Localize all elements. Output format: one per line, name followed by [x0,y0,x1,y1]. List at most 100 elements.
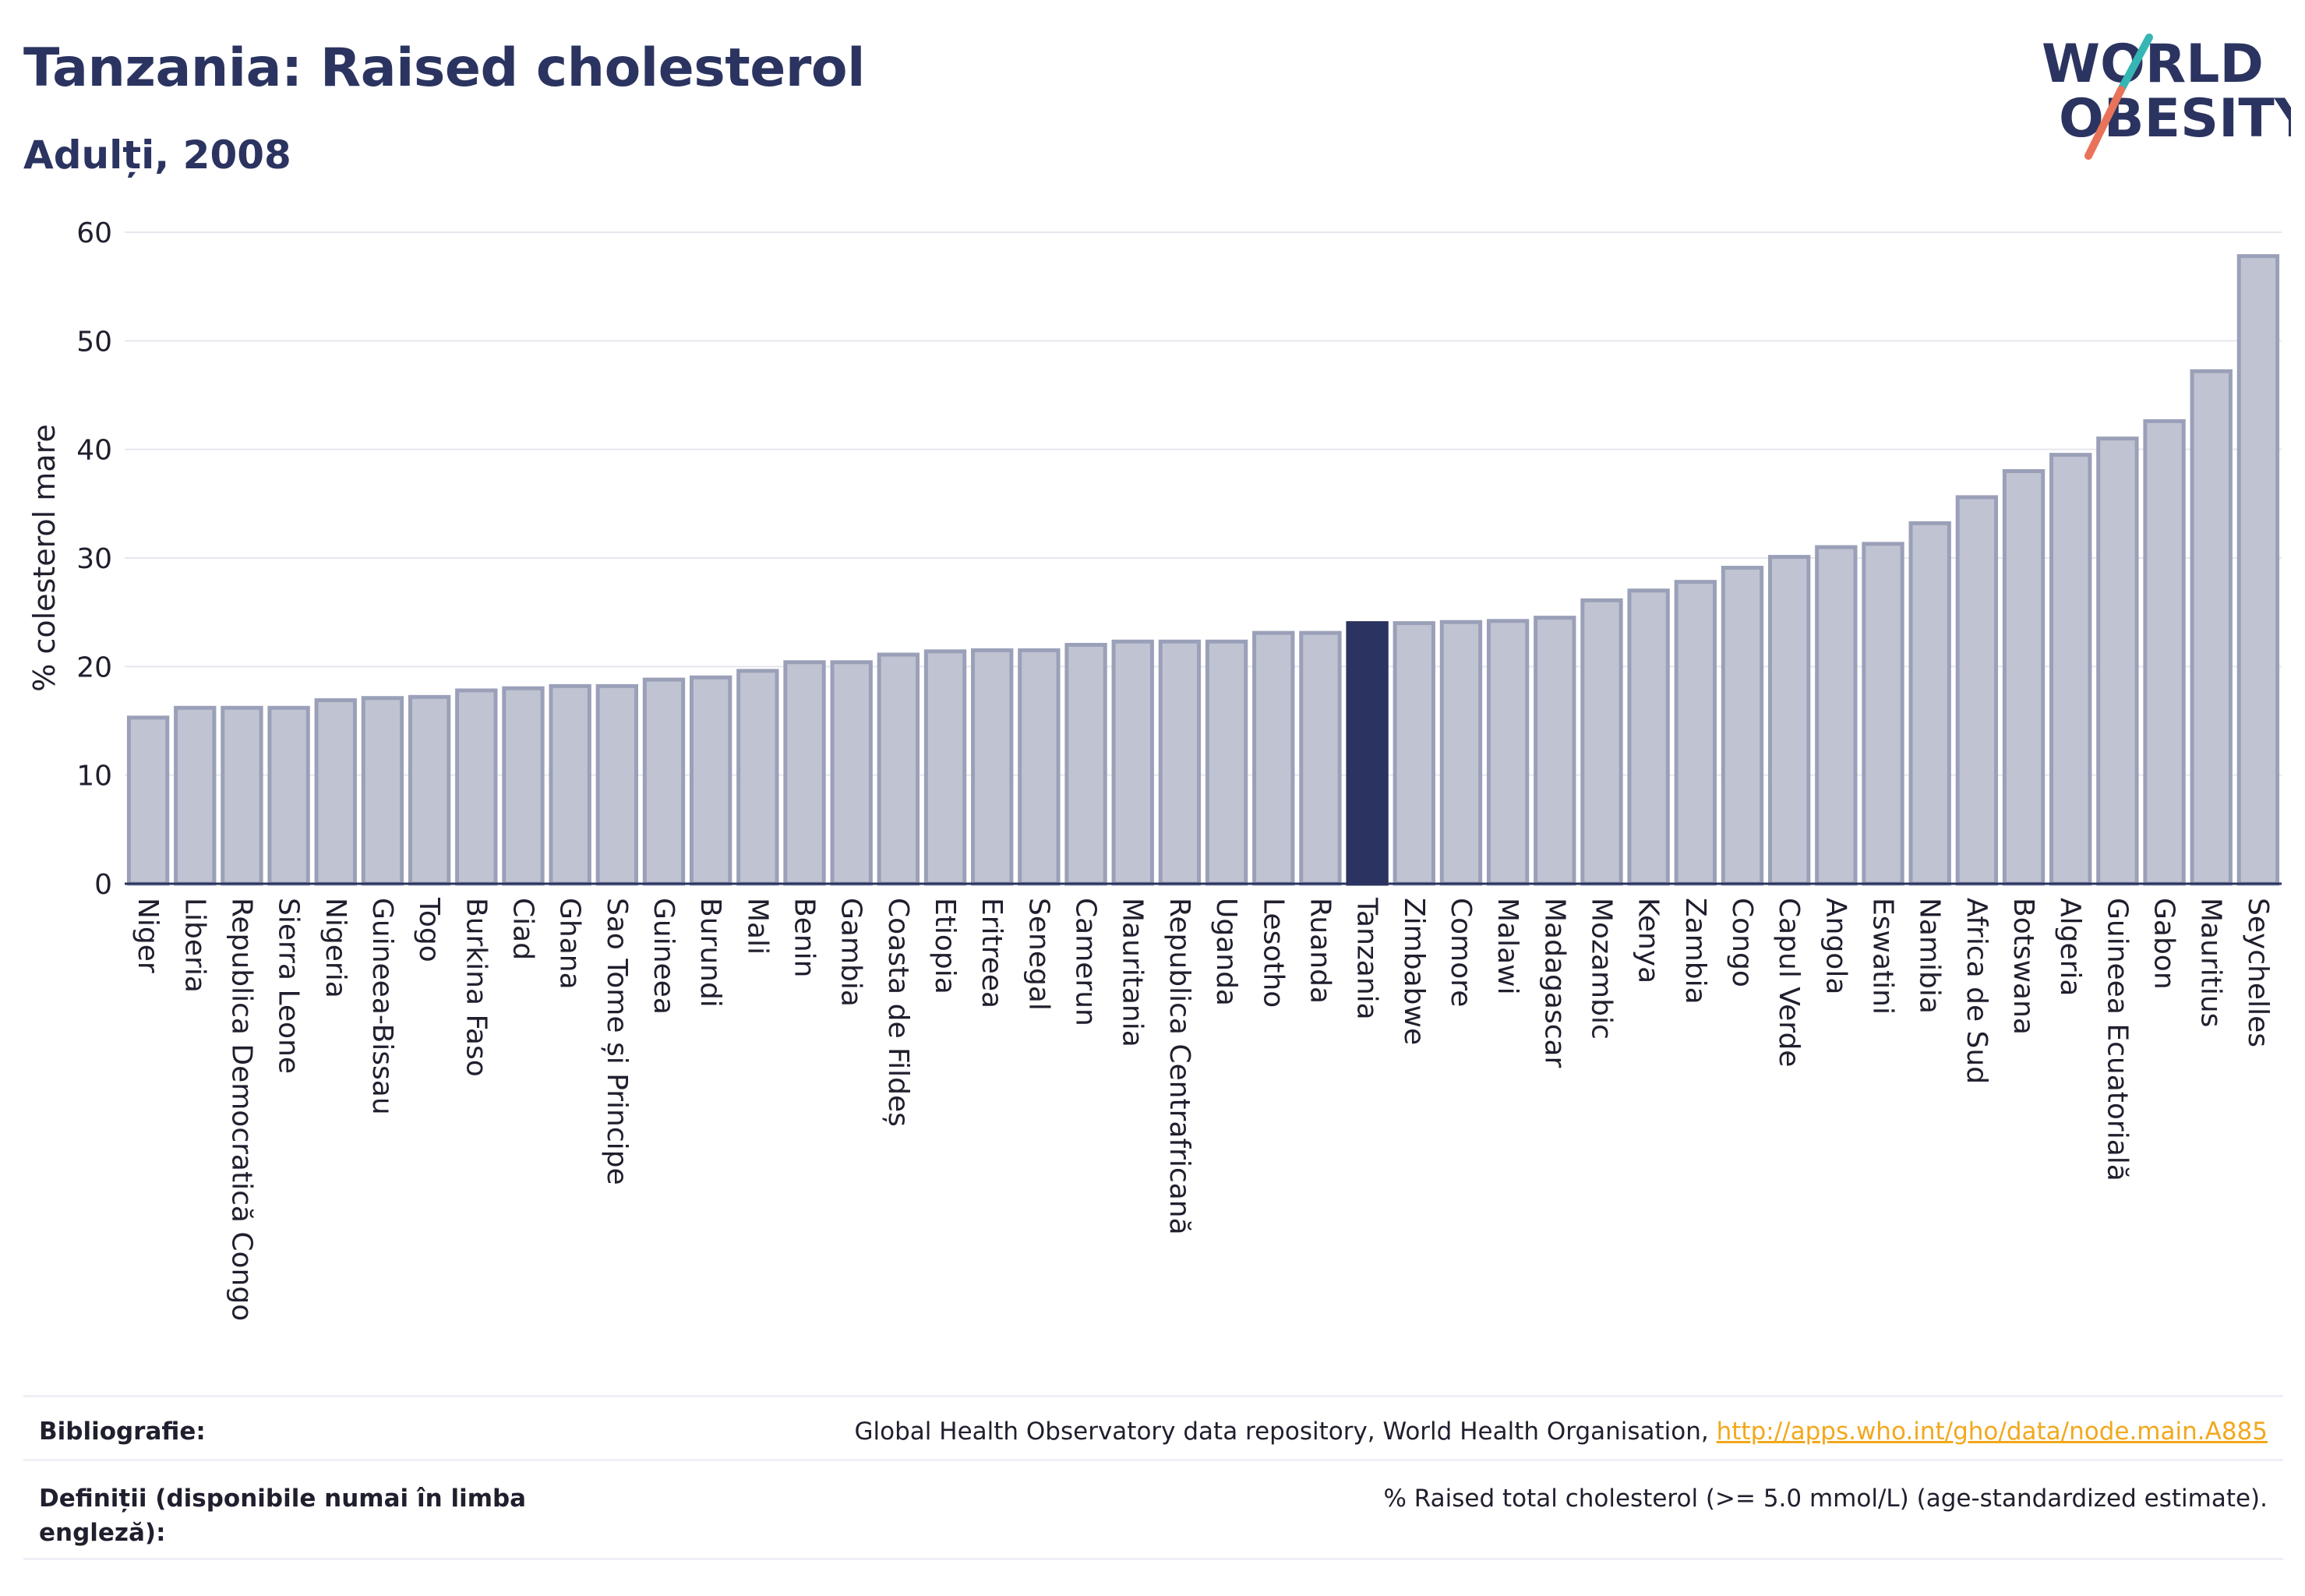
bar-togo [408,694,451,886]
x-tick-label: Botswana [2007,898,2039,1035]
bar-senegal [1018,648,1061,886]
definitions-value: % Raised total cholesterol (>= 5.0 mmol/… [1383,1485,2268,1513]
x-tick-label: Namibia [1914,898,1946,1014]
bar-burundi [690,675,732,886]
x-tick-label: Burkina Faso [460,898,492,1077]
logo-slash-top [2117,34,2153,94]
x-tick-label: Seychelles [2242,898,2274,1047]
bar-coasta-de-filde- [877,652,920,886]
definitions-row: Definiții (disponibile numai în limba en… [23,1459,2283,1560]
x-tick-label: Mauritania [1117,898,1149,1047]
x-tick-label: Republica Democratică Congo [225,898,257,1321]
bar-eswatini [1862,542,1904,886]
x-tick-label: Niger [132,898,164,973]
bar-malawi [1486,619,1530,886]
x-tick-label: Eswatini [1867,898,1899,1015]
x-tick-label: Republica Centrafricană [1163,898,1195,1235]
bar-tanzania [1346,621,1389,886]
x-tick-label: Gambia [835,898,867,1007]
x-tick-label: Mozambic [1585,898,1617,1040]
bar-benin [783,660,826,886]
bar-guineea-bissau [361,696,404,886]
bar-niger [126,715,170,886]
bar-uganda [1205,639,1248,886]
bar-africa-de-sud [1955,495,1999,886]
y-axis-label: % colesterol mare [27,424,62,691]
bibliography-label: Bibliografie: [39,1418,206,1446]
x-tick-label: Ghana [554,898,586,990]
bibliography-link[interactable]: http://apps.who.int/gho/data/node.main.A… [1716,1418,2268,1446]
bar-madagascar [1534,616,1576,886]
x-tick-label: Etiopia [929,898,961,994]
bar-mali [736,669,779,886]
y-tick-label: 20 [76,651,112,683]
x-tick-label: Coasta de Fildeș [882,898,914,1127]
bar-algeria [2049,453,2092,886]
x-tick-label: Sierra Leone [273,898,305,1074]
x-tick-label: Guineea [648,898,679,1015]
x-tick-label: Guineea-Bissau [366,898,398,1115]
bar-burkina-faso [455,688,498,886]
x-tick-label: Benin [789,898,821,977]
x-tick-label: Burundi [694,898,726,1008]
bar-mozambic [1580,598,1623,886]
x-tick-label: Algeria [2054,898,2086,997]
y-tick-label: 60 [76,217,112,249]
chart-subtitle: Adulți, 2008 [23,132,291,178]
y-tick-label: 30 [76,543,112,575]
bar-ghana [549,683,591,886]
bar-angola [1815,545,1858,886]
logo-slash-bottom [2084,86,2125,160]
bibliography-value: Global Health Observatory data repositor… [855,1414,2268,1449]
x-tick-label: Nigeria [319,898,351,998]
bar-mauritius [2190,369,2233,886]
bar-chart: 0 10 20 30 40 50 60 Niger Liberia Republica Demo… [27,217,2282,1321]
bar-sao-tome-i-principe [595,683,638,886]
y-tick-label: 10 [76,761,112,793]
x-tick-label: Comore [1445,898,1477,1007]
x-tick-label: Lesotho [1257,898,1289,1008]
bar-liberia [174,705,217,886]
x-tick-label: Zambia [1679,898,1711,1005]
x-tick-label: Togo [413,897,445,962]
definitions-label: Definiții (disponibile numai în limba en… [39,1485,527,1547]
x-tick-label: Congo [1726,898,1758,987]
x-tick-label: Camerun [1070,898,1102,1026]
y-tick-label: 50 [76,326,112,358]
x-tick-label: Ciad [507,898,538,960]
bar-seychelles [2236,254,2280,886]
bar-namibia [1908,521,1951,886]
x-tick-label: Capul Verde [1773,898,1805,1067]
bar-guineea-ecuatorial- [2096,436,2139,886]
bar-republica-democratic-congo [221,705,263,886]
bar-comore [1439,620,1483,886]
x-tick-label: Liberia [178,898,210,993]
bar-botswana [2002,469,2046,886]
x-tick-label: Malawi [1491,898,1523,995]
chart-title: Tanzania: Raised cholesterol [23,37,865,99]
x-axis-labels: Niger Liberia Republica Democratică Congo S… [132,897,2274,1321]
bar-sierra-leone [267,705,310,886]
bar-mauritania [1111,639,1154,886]
bibliography-row: Bibliografie: Global Health Observatory … [23,1395,2283,1461]
bar-zimbabwe [1393,621,1435,886]
bar-gabon [2143,418,2186,886]
y-tick-label: 0 [94,869,112,901]
x-tick-label: Angola [1820,898,1851,994]
bar-guineea [642,677,686,886]
x-tick-label: Uganda [1210,898,1242,1006]
y-tick-label: 40 [76,435,112,467]
bar-republica-centrafrican- [1158,639,1202,886]
bar-lesotho [1252,630,1295,886]
bar-ruanda [1299,630,1342,886]
bars [126,254,2280,886]
world-obesity-logo: WORLD OBESITY [2042,34,2291,160]
x-tick-label: Sao Tome și Principe [601,898,633,1185]
bar-congo [1721,566,1764,886]
y-axis-ticks: 0 10 20 30 40 50 60 [76,217,112,901]
bar-kenya [1627,588,1670,886]
x-tick-label: Africa de Sud [1961,898,1993,1084]
bar-etiopia [923,649,967,886]
x-tick-label: Kenya [1633,898,1664,983]
x-tick-label: Eritreea [976,898,1008,1008]
